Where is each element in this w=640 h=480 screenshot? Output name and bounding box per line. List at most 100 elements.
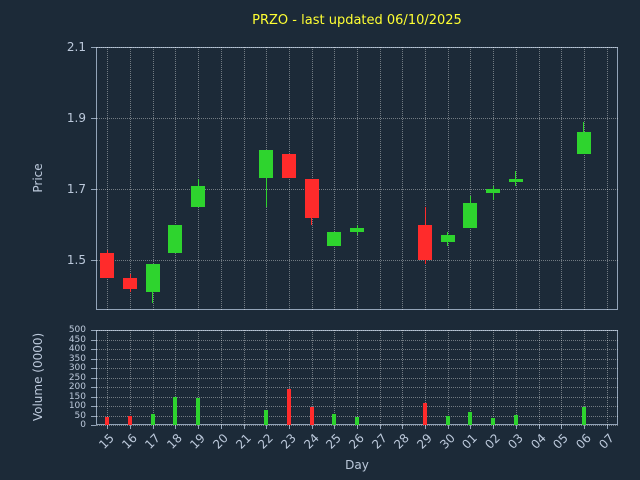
gridline-vertical [152,330,154,425]
gridline-vertical [357,330,358,425]
volume-tick-mark [91,387,96,388]
gridline-vertical [266,330,268,425]
volume-bar [445,415,450,425]
candle-body [259,150,274,179]
gridline-vertical [379,47,381,310]
x-tick-label: 21 [232,431,254,452]
volume-tick-label: 450 [68,334,86,345]
gridline-horizontal [96,118,618,120]
candle-body [508,178,523,183]
candle-body [281,153,296,179]
gridline-vertical [288,330,290,425]
x-tick-label: 04 [527,431,549,452]
x-tick-label: 16 [119,431,140,452]
gridline-horizontal [96,425,618,426]
volume-tick-mark [91,425,96,426]
gridline-horizontal [96,349,618,350]
gridline-vertical [266,47,268,310]
gridline-vertical [198,47,200,310]
candle-body [123,278,138,289]
volume-bar [128,415,133,425]
gridline-horizontal [96,415,618,417]
price-tick-label: 1.5 [66,253,86,268]
candle-body [327,231,342,246]
gridline-vertical [493,330,495,425]
x-tick-mark [425,425,427,429]
gridline-vertical [220,330,222,425]
x-axis-label: Day [345,458,369,472]
gridline-vertical [107,330,109,425]
volume-tick-mark [91,330,96,331]
gridline-vertical [175,47,177,310]
x-tick-label: 30 [436,431,458,452]
gridline-horizontal [96,396,618,398]
gridline-vertical [334,330,336,425]
gridline-horizontal [96,260,618,262]
price-tick-label: 2.1 [66,40,86,54]
candle-body [100,253,115,278]
x-tick-mark [402,425,404,429]
x-tick-label: 05 [550,431,572,452]
volume-tick-label: 150 [68,391,86,402]
gridline-vertical [311,330,313,425]
gridline-vertical [583,330,585,425]
price-panel [96,47,618,310]
gridline-vertical [583,47,585,310]
gridline-horizontal [96,339,618,341]
volume-bar [581,406,586,425]
x-tick-mark [243,425,245,429]
volume-tick-label: 200 [68,382,86,392]
candle-body [440,235,455,243]
price-tick-mark [91,118,96,120]
candle-body [168,224,183,254]
x-tick-mark [198,425,200,429]
volume-bar [513,414,518,425]
gridline-vertical [606,47,608,310]
x-tick-mark [493,425,495,429]
x-tick-label: 25 [323,431,345,452]
x-tick-label: 26 [346,431,367,452]
gridline-horizontal [96,358,618,360]
candle-wick [515,171,517,186]
candle-body [304,178,319,218]
gridline-vertical [175,330,177,425]
x-tick-mark [175,425,177,429]
candle-body [350,228,364,232]
volume-tick-label: 100 [68,401,86,411]
gridline-horizontal [96,387,618,388]
volume-tick-label: 250 [68,372,86,383]
volume-tick-mark [91,396,96,398]
x-tick-label: 01 [459,431,481,452]
volume-bar [150,413,155,425]
x-tick-label: 20 [210,431,231,452]
x-tick-label: 29 [414,431,435,452]
gridline-vertical [243,47,245,310]
volume-bar [286,388,291,425]
x-tick-label: 17 [141,431,163,452]
x-tick-label: 23 [278,431,299,452]
volume-bar [355,417,359,425]
x-tick-mark [220,425,222,429]
volume-bar [173,396,178,425]
x-tick-label: 28 [391,431,413,452]
gridline-vertical [334,47,336,310]
price-tick-mark [91,47,96,48]
x-tick-mark [266,425,268,429]
x-tick-label: 15 [96,431,118,452]
gridline-vertical [130,330,132,425]
volume-bar [309,406,314,425]
x-tick-mark [538,425,540,429]
candle-body [486,189,501,193]
chart-title: PRZO - last updated 06/10/2025 [252,13,462,28]
x-tick-mark [515,425,517,429]
gridline-vertical [538,47,540,310]
volume-tick-label: 500 [68,325,86,335]
gridline-vertical [425,330,427,425]
gridline-vertical [470,330,472,425]
volume-tick-label: 350 [68,353,86,364]
volume-bar [264,409,269,425]
gridline-vertical [447,47,449,310]
x-tick-label: 06 [573,431,594,452]
volume-tick-mark [91,358,96,360]
